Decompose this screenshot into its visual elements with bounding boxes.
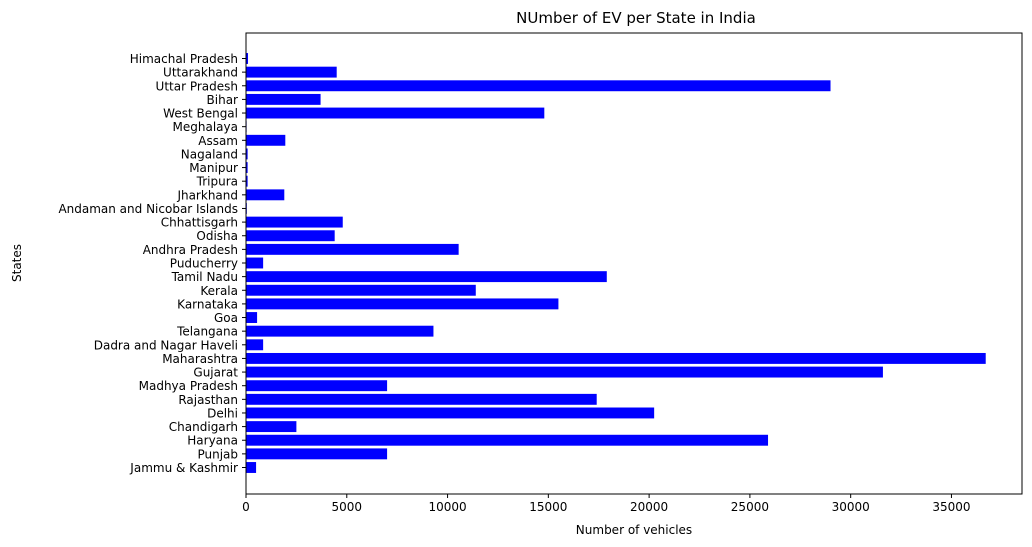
x-tick-label: 0 xyxy=(242,500,250,514)
y-tick-label: Kerala xyxy=(200,284,238,298)
y-tick-label: Delhi xyxy=(207,406,238,420)
bar xyxy=(246,53,249,64)
bar xyxy=(246,298,559,310)
y-tick-label: Tamil Nadu xyxy=(171,270,238,284)
y-tick-label: Haryana xyxy=(187,434,238,448)
bar xyxy=(246,312,258,323)
y-tick-label: Karnataka xyxy=(177,297,238,311)
y-tick-label: Uttarakhand xyxy=(163,66,238,80)
y-tick-label: Nagaland xyxy=(181,147,238,161)
y-tick-label: Odisha xyxy=(196,229,238,243)
y-tick-label: Andaman and Nicobar Islands xyxy=(58,202,238,216)
bar xyxy=(246,243,459,255)
y-tick-labels: Jammu & KashmirPunjabHaryanaChandigarhDe… xyxy=(58,52,246,475)
y-tick-label: Punjab xyxy=(197,447,238,461)
y-tick-label: Puducherry xyxy=(170,257,238,271)
y-tick-label: West Bengal xyxy=(163,107,238,121)
bar xyxy=(246,107,545,119)
bar xyxy=(246,162,248,174)
x-tick-label: 30000 xyxy=(832,500,870,514)
y-axis-label: States xyxy=(10,244,24,282)
y-tick-label: Himachal Pradesh xyxy=(130,52,238,66)
bar xyxy=(246,366,883,378)
bar xyxy=(246,271,607,283)
x-tick-label: 5000 xyxy=(332,500,363,514)
bar xyxy=(246,134,286,146)
bar xyxy=(246,189,285,201)
bar xyxy=(246,66,337,78)
plot-frame xyxy=(245,32,1023,495)
bar xyxy=(246,393,597,405)
x-tick-label: 25000 xyxy=(731,500,769,514)
y-tick-label: Rajasthan xyxy=(178,393,238,407)
bars-layer xyxy=(246,53,986,473)
bar xyxy=(246,421,297,433)
bar xyxy=(246,407,655,419)
y-tick-label: Jammu & Kashmir xyxy=(129,461,238,475)
y-tick-label: Tripura xyxy=(196,175,238,189)
y-tick-label: Maharashtra xyxy=(162,352,238,366)
bar xyxy=(246,257,264,269)
y-tick-label: Bihar xyxy=(207,93,239,107)
bar xyxy=(246,80,831,92)
y-tick-label: Madhya Pradesh xyxy=(139,379,238,393)
y-tick-label: Jharkhand xyxy=(176,188,238,202)
y-tick-label: Goa xyxy=(214,311,238,325)
x-ticks: 0 5000 10000 15000 20000 25000 30000 35000 xyxy=(242,494,971,514)
y-tick-label: Andhra Pradesh xyxy=(143,243,238,257)
y-tick-label: Meghalaya xyxy=(173,120,238,134)
x-tick-label: 15000 xyxy=(529,500,567,514)
y-tick-label: Dadra and Nagar Haveli xyxy=(94,338,238,352)
y-tick-label: Chhattisgarh xyxy=(161,216,238,230)
y-tick-label: Telangana xyxy=(176,325,238,339)
x-axis-label: Number of vehicles xyxy=(576,523,692,537)
bar xyxy=(246,462,257,473)
bar xyxy=(246,448,388,460)
bar xyxy=(246,380,388,392)
y-tick-label: Gujarat xyxy=(193,366,238,380)
bar xyxy=(246,284,476,296)
y-tick-label: Manipur xyxy=(189,161,238,175)
bar xyxy=(246,325,434,337)
bar xyxy=(246,216,343,228)
bar xyxy=(246,230,335,242)
y-tick-label: Chandigarh xyxy=(169,420,238,434)
bar xyxy=(246,434,769,446)
x-tick-label: 10000 xyxy=(428,500,466,514)
x-tick-label: 35000 xyxy=(932,500,970,514)
bar xyxy=(246,93,321,105)
bar xyxy=(246,175,248,187)
chart-title: NUmber of EV per State in India xyxy=(516,9,756,27)
bar xyxy=(246,352,986,364)
x-tick-label: 20000 xyxy=(630,500,668,514)
y-tick-label: Assam xyxy=(198,134,238,148)
y-tick-label: Uttar Pradesh xyxy=(156,79,238,93)
bar xyxy=(246,339,264,351)
bar xyxy=(246,148,248,160)
